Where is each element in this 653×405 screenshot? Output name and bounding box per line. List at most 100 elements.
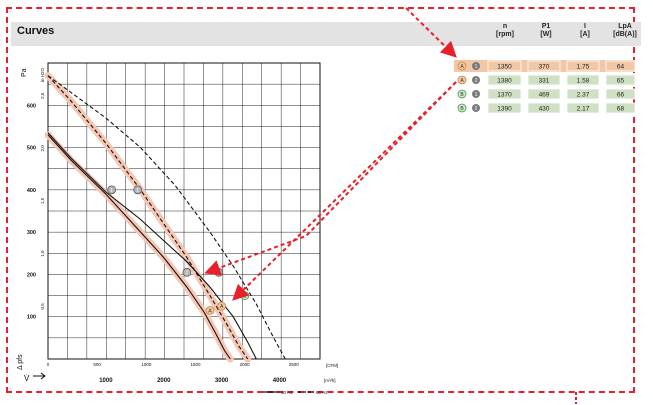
- x-unit-cfm: [CFM]: [326, 363, 338, 368]
- table-cell-n: 1370: [497, 92, 512, 99]
- legend: 50 Hz 60 Hz: [263, 390, 329, 395]
- table-cell-bg: [487, 74, 522, 86]
- table-cell-bg: [605, 74, 636, 86]
- curve-dashed-3: [47, 75, 286, 360]
- y-tick-inh2o-label: 1,0: [40, 250, 45, 257]
- col-header-i: I [A]: [568, 23, 602, 39]
- table-cell-p1: 370: [539, 64, 550, 71]
- col-header-p1-name: P1: [541, 23, 551, 30]
- table-cell-bg: [487, 88, 522, 100]
- table-cell-bg: [566, 74, 600, 86]
- arrow-to-point-a: [232, 81, 457, 301]
- x-tick-m3h-label: 3000: [215, 378, 229, 384]
- table-cell-n: 1350: [497, 64, 512, 71]
- table-cell-bg: [487, 102, 522, 114]
- operating-point-5: [217, 301, 227, 311]
- x-tick-cfm-label: 2500: [289, 362, 300, 367]
- row-number: 1: [475, 92, 478, 98]
- table-cell-bg: [566, 60, 600, 72]
- col-header-p1-unit: [W]: [540, 31, 552, 38]
- table-cell-bg: [527, 88, 561, 100]
- row-letter-icon: [457, 75, 467, 85]
- table-cell-i: 1.58: [577, 78, 590, 85]
- y-tick-pa-label: 200: [27, 272, 36, 278]
- col-header-lpa-name: LpA: [618, 23, 632, 30]
- row-number: 2: [475, 78, 478, 84]
- axis-ticks: 100 200 300 400 500 600 0,5 1,0 1,5 2,0 2,5 0 500 100…: [27, 92, 300, 384]
- col-header-n-unit: [rpm]: [496, 31, 514, 38]
- col-header-lpa: LpA [dB(A)]: [608, 23, 642, 39]
- table-cell-bg: [527, 102, 561, 114]
- col-header-i-unit: [A]: [580, 31, 590, 38]
- col-header-i-name: I: [584, 23, 586, 30]
- chart-grid: [48, 63, 320, 359]
- legend-label-60hz: 60 Hz: [316, 390, 329, 395]
- red-dashed-frame: [6, 7, 635, 393]
- y-tick-inh2o-label: 2,0: [40, 145, 45, 152]
- table-cell-bg: [487, 60, 522, 72]
- table-cell-bg: [566, 102, 600, 114]
- col-header-n-name: n: [502, 23, 508, 30]
- table-cell-lpa: 64: [617, 64, 625, 71]
- page-title: Curves: [17, 25, 55, 37]
- row-letter: B: [460, 92, 464, 98]
- y-axis-unit-pa: Pa: [21, 68, 28, 77]
- arrow-to-table: [405, 7, 457, 58]
- y-tick-inh2o-label: 0,5: [40, 303, 45, 310]
- x-tick-cfm-label: 1500: [190, 362, 201, 367]
- row-letter-icon: [457, 61, 467, 71]
- x-axis-symbol: V̇: [24, 374, 30, 383]
- legend-label-50hz: 50 Hz: [281, 390, 294, 395]
- operating-point-0: [107, 185, 117, 195]
- row-number-icon: [472, 104, 480, 112]
- row-letter: B: [460, 106, 464, 112]
- row-number: 2: [475, 106, 478, 112]
- table-cell-lpa: 65: [617, 78, 625, 85]
- row-number-icon: [472, 62, 480, 70]
- row-number-icon: [472, 90, 480, 98]
- y-tick-pa-label: 300: [27, 230, 36, 236]
- operating-point-label: 1: [217, 270, 220, 276]
- y-tick-pa-label: 100: [27, 315, 36, 321]
- table-cell-bg: [527, 60, 561, 72]
- row-letter-icon: [457, 103, 467, 113]
- operating-point-label: 1: [136, 188, 139, 194]
- x-tick-m3h-label: 4000: [273, 378, 287, 384]
- arrow-to-point-2: [204, 81, 457, 276]
- operating-point-label: A: [208, 308, 212, 314]
- y-tick-pa-label: 400: [27, 188, 36, 194]
- x-tick-m3h-label: 2000: [157, 378, 171, 384]
- table-cell-lpa: 68: [617, 106, 625, 113]
- annotation-arrows: [204, 7, 577, 404]
- table-cell-bg: [566, 88, 600, 100]
- row-letter-icon: [457, 89, 467, 99]
- y-tick-pa-label: 500: [27, 146, 36, 152]
- x-tick-cfm-label: 0: [47, 362, 50, 367]
- table-cell-p1: 469: [539, 92, 550, 99]
- performance-curves: [47, 75, 286, 360]
- curve-solid-2: [47, 132, 257, 360]
- x-tick-cfm-label: 2000: [240, 362, 251, 367]
- table-cell-bg: [605, 102, 636, 114]
- table-cell-n: 1380: [497, 78, 512, 85]
- y-axis-label: Δ pfs Pa in H2O: [17, 67, 45, 370]
- row-number: 1: [475, 64, 478, 70]
- y-tick-inh2o-label: 2,5: [40, 92, 45, 99]
- curve-solid-0: [47, 134, 231, 360]
- y-tick-inh2o-label: 1,5: [40, 197, 45, 204]
- table-cell-bg: [527, 74, 561, 86]
- col-header-n: n [rpm]: [488, 23, 522, 39]
- x-unit-m3h: [m³/h]: [324, 378, 336, 383]
- col-header-lpa-unit: [dB(A)]: [613, 31, 637, 38]
- table-cell-lpa: 66: [617, 92, 625, 99]
- table-cell-i: 2.37: [577, 92, 590, 99]
- operating-data-table: A 1 1350 370 1.75 64 A 2 1380 331 1.58 65 B 1 1370 469 2…: [454, 60, 636, 114]
- x-tick-cfm-label: 1000: [141, 362, 152, 367]
- curve-dashed-1: [47, 75, 249, 360]
- table-cell-i: 1.75: [577, 64, 590, 71]
- table-cell-p1: 430: [539, 106, 550, 113]
- table-cell-bg: [605, 60, 636, 72]
- x-tick-cfm-label: 500: [93, 362, 101, 367]
